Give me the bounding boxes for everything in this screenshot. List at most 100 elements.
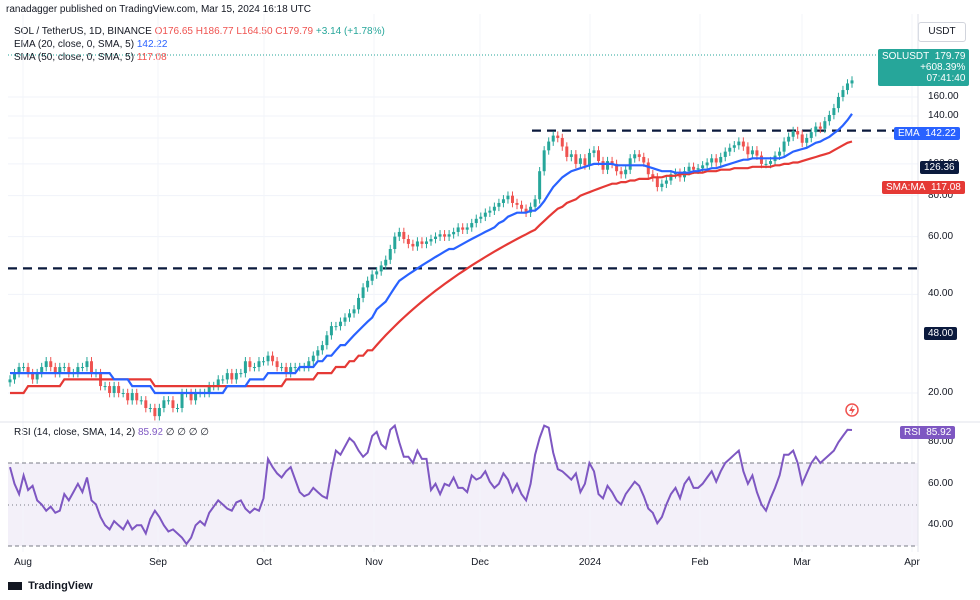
- candle: [447, 230, 451, 241]
- sma-legend[interactable]: SMA (50, close, 0, SMA, 5) 117.08: [14, 52, 167, 63]
- candle-body: [248, 361, 252, 368]
- candle-body: [823, 121, 827, 129]
- candle-body: [791, 131, 795, 137]
- candle: [284, 362, 288, 378]
- candle-body: [497, 202, 501, 207]
- change-value: +3.14 (+1.78%): [315, 26, 385, 37]
- time-tick-label: Oct: [256, 557, 272, 568]
- price-tag-price: 179.79: [934, 51, 966, 62]
- candle: [316, 346, 320, 360]
- time-tick-label: Feb: [691, 557, 709, 568]
- sma-tag[interactable]: SMA:MA 117.08: [882, 181, 965, 194]
- lightning-icon[interactable]: [845, 403, 859, 417]
- candle: [823, 116, 827, 134]
- candle: [782, 137, 786, 156]
- candle: [429, 234, 433, 246]
- candle-body: [397, 231, 401, 237]
- candle-body: [782, 141, 786, 152]
- candle-body: [275, 361, 279, 368]
- symbol-name[interactable]: SOL / TetherUS, 1D, BINANCE: [14, 26, 152, 37]
- candle: [809, 127, 813, 143]
- candle-body: [234, 373, 238, 380]
- candle-body: [85, 361, 89, 368]
- candle: [483, 208, 487, 222]
- candle: [397, 227, 401, 241]
- rsi-legend[interactable]: RSI (14, close, SMA, 14, 2) 85.92 ∅ ∅ ∅ …: [14, 427, 209, 438]
- candle: [574, 150, 578, 169]
- candle: [836, 92, 840, 113]
- candle: [461, 223, 465, 235]
- candle-body: [809, 132, 813, 138]
- candle: [338, 317, 342, 331]
- candle: [443, 230, 447, 241]
- lower-level-tag[interactable]: 48.00: [924, 327, 958, 340]
- candle: [452, 227, 456, 239]
- candle-body: [284, 367, 288, 374]
- sma50-line: [10, 140, 853, 395]
- candle-body: [402, 231, 406, 240]
- candle: [117, 381, 121, 398]
- publisher-header: ranadagger published on TradingView.com,…: [6, 4, 312, 15]
- candle-body: [664, 180, 668, 184]
- candle-body: [411, 243, 415, 247]
- candle: [384, 255, 388, 270]
- candle-body: [628, 158, 632, 170]
- candle: [515, 198, 519, 210]
- ema-tag[interactable]: EMA 142.22: [894, 127, 960, 140]
- candle: [76, 362, 80, 378]
- ema-legend[interactable]: EMA (20, close, 0, SMA, 5) 142.22: [14, 39, 167, 50]
- candle-body: [655, 177, 659, 188]
- candle: [628, 154, 632, 175]
- rsi-tag[interactable]: RSI 85.92: [900, 426, 956, 439]
- candle: [248, 357, 252, 372]
- candle-body: [316, 350, 320, 356]
- last-price-tag[interactable]: SOLUSDT 179.79 +608.39% 07:41:40: [878, 49, 970, 86]
- rsi-legend-extra: ∅ ∅ ∅ ∅: [165, 427, 209, 438]
- rsi-legend-value: 85.92: [137, 427, 163, 438]
- candle-body: [719, 156, 723, 163]
- time-tick-label: Nov: [365, 557, 383, 568]
- price-legend: SOL / TetherUS, 1D, BINANCE O176.65 H186…: [14, 26, 385, 37]
- candle-body: [560, 137, 564, 147]
- candle-body: [596, 150, 600, 162]
- candle: [533, 195, 537, 212]
- price-tag-change: +608.39%: [920, 62, 966, 73]
- candle: [13, 368, 17, 384]
- price-tick-label: 140.00: [928, 110, 959, 121]
- candle: [719, 152, 723, 167]
- candle-body: [379, 265, 383, 272]
- candle: [710, 154, 714, 167]
- candle-body: [262, 361, 266, 363]
- candle: [325, 331, 329, 350]
- candle: [456, 223, 460, 237]
- open-value: O176.65: [154, 26, 193, 37]
- candle: [845, 79, 849, 95]
- tradingview-footer[interactable]: TradingView: [8, 580, 93, 592]
- candle: [343, 313, 347, 327]
- candle: [714, 154, 718, 167]
- candle-body: [13, 373, 17, 380]
- candle-body: [841, 90, 845, 97]
- candle: [144, 396, 148, 413]
- candle: [357, 293, 361, 314]
- candle: [139, 396, 143, 405]
- price-tag-symbol: SOLUSDT: [882, 51, 930, 62]
- upper-level-tag[interactable]: 126.36: [920, 161, 959, 174]
- candle: [438, 230, 442, 241]
- candle-body: [755, 150, 759, 156]
- candle: [646, 158, 650, 179]
- candle: [130, 388, 134, 405]
- candle: [112, 381, 116, 398]
- candle: [492, 202, 496, 216]
- candle-body: [112, 386, 116, 393]
- candle: [67, 362, 71, 378]
- candle: [85, 357, 89, 372]
- sma-tag-value: 117.08: [931, 182, 961, 193]
- candle-body: [750, 150, 754, 155]
- candle: [434, 232, 438, 244]
- candle-body: [144, 400, 148, 408]
- candle-body: [633, 154, 637, 159]
- candle-body: [492, 206, 496, 211]
- candle: [320, 340, 324, 355]
